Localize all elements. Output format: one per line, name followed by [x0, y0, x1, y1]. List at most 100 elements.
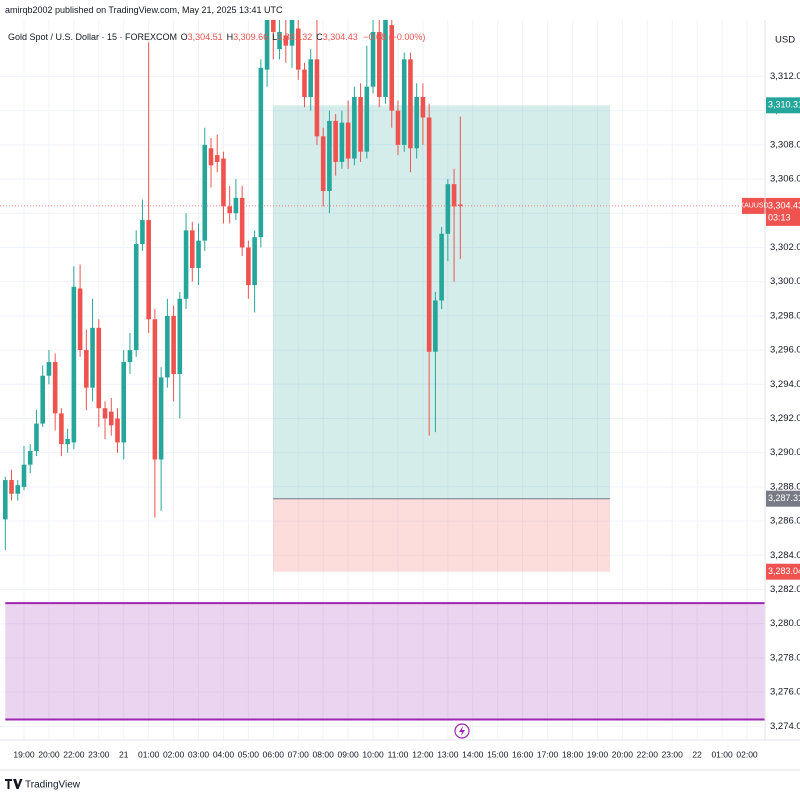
x-tick-label: 11:00	[388, 749, 409, 759]
y-tick-label: 3,306.00	[770, 174, 800, 185]
y-tick-label: 3,278.00	[770, 652, 800, 663]
candle-body	[15, 485, 21, 494]
candle-body	[308, 59, 314, 97]
candle-body	[414, 96, 419, 149]
x-tick-label: 16:00	[512, 749, 534, 759]
candle-body	[84, 350, 89, 388]
candle-body	[65, 439, 70, 445]
candle-body	[221, 158, 226, 207]
candle-body	[115, 418, 120, 443]
candle-body	[127, 350, 133, 363]
currency-label: USD	[775, 35, 795, 46]
candle-body	[71, 286, 77, 443]
x-tick-label: 19:00	[587, 749, 609, 759]
entry-price-label-box	[766, 490, 800, 507]
candle-body	[433, 300, 438, 352]
y-tick-label: 3,288.00	[770, 481, 800, 492]
stop-price-label: 3,283.04	[768, 566, 800, 576]
candle-body	[445, 184, 451, 234]
candle-body	[314, 59, 320, 137]
x-tick-label: 05:00	[238, 749, 260, 759]
candle-body	[426, 117, 432, 352]
candle-body	[21, 464, 27, 487]
candle-body	[152, 319, 158, 460]
candle-body	[258, 67, 264, 238]
x-tick-label: 15:00	[487, 749, 509, 759]
candle-body	[121, 362, 127, 443]
x-tick-label: 20:00	[38, 749, 60, 759]
x-tick-label: 07:00	[288, 749, 310, 759]
legend-key: O	[180, 32, 188, 42]
candle-body	[345, 122, 351, 159]
candle-body	[3, 480, 8, 520]
candle-body	[420, 96, 426, 118]
zone	[5, 603, 765, 720]
axes: 3,274.00 3,276.00 3,278.00 3,280.00 3,282.00…	[13, 71, 800, 759]
entry-price-label: 3,287.31	[768, 493, 800, 503]
candle-body	[108, 411, 114, 426]
y-tick-label: 3,276.00	[770, 687, 800, 698]
x-tick-label: 20:00	[612, 749, 634, 759]
target-price-label: 3,310.31	[768, 100, 800, 110]
candle-body	[289, 20, 295, 46]
y-tick-label: 3,296.00	[770, 345, 800, 356]
candle-body	[77, 288, 83, 351]
candle-body	[202, 144, 208, 241]
alert-icon	[454, 723, 470, 739]
x-tick-label: 10:00	[362, 749, 384, 759]
x-tick-label: 14:00	[462, 749, 484, 759]
candle-body	[401, 59, 407, 145]
stop-zone	[273, 498, 610, 572]
x-tick-label: 04:00	[213, 749, 235, 759]
x-tick-label: 02:00	[736, 749, 758, 759]
candle-body	[370, 31, 376, 87]
legend: Gold Spot / U.S. Dollar · 15 · FOREXCOM …	[8, 32, 428, 42]
x-tick-label: 23:00	[88, 749, 110, 759]
candle-body	[34, 423, 39, 451]
candle-body	[140, 220, 145, 245]
symbol-box	[742, 197, 766, 214]
y-tick-label: 3,294.00	[770, 379, 800, 390]
x-tick-label: 22:00	[63, 749, 85, 759]
x-tick-label: 01:00	[711, 749, 733, 759]
candles	[3, 20, 463, 551]
candle-body	[96, 327, 102, 409]
candle-body	[283, 35, 289, 46]
candle-body	[183, 230, 189, 299]
candle-body	[246, 247, 251, 286]
candle-body	[295, 28, 301, 70]
y-tick-label: 3,302.00	[770, 242, 800, 253]
legend-value: 3,304.51	[187, 32, 223, 42]
symbol-label: XAUUSD	[739, 203, 768, 210]
y-tick-label: 3,282.00	[770, 584, 800, 595]
y-tick-label: 3,290.00	[770, 447, 800, 458]
x-tick-label: 23:00	[662, 749, 684, 759]
legend-value: 3,309.66	[233, 32, 269, 42]
legend-key: L	[272, 32, 278, 42]
y-tick-label: 3,284.00	[770, 550, 800, 561]
candle-body	[208, 148, 214, 166]
ohlc-values: O3,304.51 H3,309.66 L3,301.32 C3,304.43	[180, 32, 361, 42]
candle-body	[102, 408, 108, 419]
change: −0.08 (−0.00%)	[363, 32, 426, 42]
candle-body	[239, 197, 245, 248]
y-tick-label: 3,312.00	[770, 71, 800, 82]
x-tick-label: 21	[119, 749, 129, 759]
candle-body	[333, 120, 338, 162]
x-tick-label: 22:00	[637, 749, 659, 759]
publisher-line: amirqb2002 published on TradingView.com,…	[5, 5, 283, 15]
legend-value: 3,301.32	[277, 32, 313, 42]
candle-body	[320, 136, 326, 192]
y-tick-label: 3,274.00	[770, 721, 800, 732]
target-price-label-box	[766, 97, 800, 114]
y-tick-label: 3,300.00	[770, 276, 800, 287]
candle-body	[158, 377, 164, 460]
candle-body	[352, 96, 357, 159]
x-tick-label: 13:00	[437, 749, 459, 759]
candle-body	[177, 298, 183, 375]
candle-body	[389, 25, 395, 111]
legend-value: 3,304.43	[322, 32, 358, 42]
x-tick-label: 06:00	[263, 749, 285, 759]
